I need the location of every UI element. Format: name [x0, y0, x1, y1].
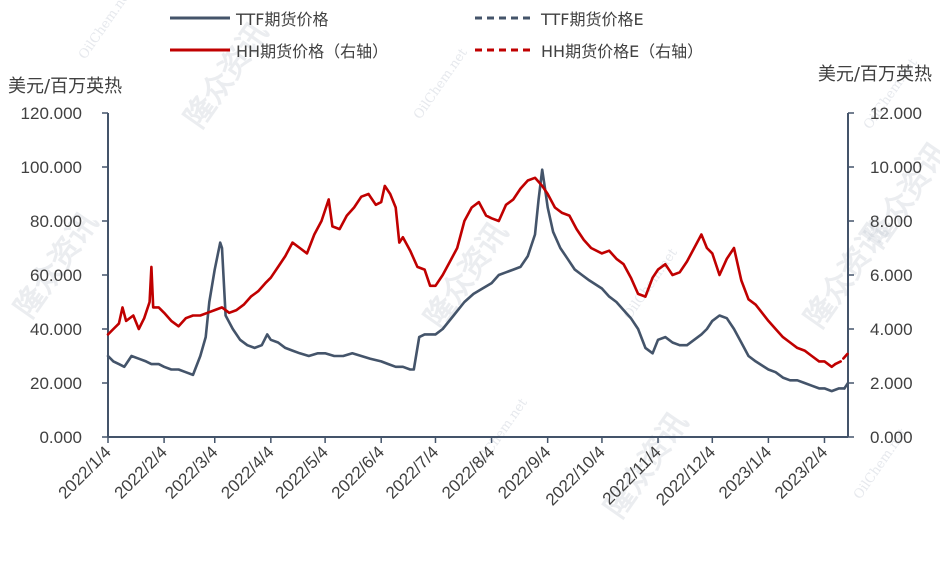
y-left-tick-label: 20.000 — [30, 374, 82, 393]
x-tick-label: 2022/4/4 — [217, 442, 277, 502]
x-tick-label: 2022/6/4 — [328, 442, 388, 502]
y-left-tick-label: 40.000 — [30, 320, 82, 339]
legend-label-ttf: TTF期货价格 — [235, 10, 328, 29]
legend-label-hh: HH期货价格（右轴） — [236, 42, 388, 61]
watermark-brand: 隆众资讯 — [858, 136, 940, 254]
legend: TTF期货价格 TTF期货价格E HH期货价格（右轴） HH期货价格E（右轴） — [170, 10, 703, 61]
watermark-layer: 隆众资讯隆众资讯隆众资讯隆众资讯隆众资讯隆众资讯OilChem.netOilCh… — [8, 0, 940, 525]
legend-label-ttf-e: TTF期货价格E — [540, 10, 644, 29]
watermark-site: OilChem.net — [411, 45, 471, 122]
legend-label-hh-e: HH期货价格E（右轴） — [541, 42, 703, 61]
y-left-tick-label: 80.000 — [30, 212, 82, 231]
y-axis-left-unit: 美元/百万英热 — [8, 76, 122, 97]
y-right-tick-label: 4.000 — [870, 320, 913, 339]
x-tick-label: 2023/1/4 — [715, 442, 775, 502]
x-tick-label: 2022/5/4 — [272, 442, 332, 502]
y-right-tick-label: 0.000 — [870, 428, 913, 447]
y-left-tick-label: 0.000 — [39, 428, 82, 447]
y-right-tick-label: 2.000 — [870, 374, 913, 393]
y-left-tick-label: 60.000 — [30, 266, 82, 285]
y-axis-right-unit: 美元/百万英热 — [818, 64, 932, 85]
y-axis-left-ticks: 0.000 20.000 40.000 60.000 80.000 100.000 120.… — [21, 104, 108, 447]
y-axis-right-ticks: 0.000 2.000 4.000 6.000 8.000 10.000 12.000 — [848, 104, 922, 447]
y-left-tick-label: 100.000 — [21, 158, 82, 177]
x-axis-ticks: 2022/1/42022/2/42022/3/42022/4/42022/5/4… — [55, 437, 831, 509]
series-line-3 — [833, 351, 850, 366]
series-line-2 — [106, 176, 837, 369]
y-right-tick-label: 6.000 — [870, 266, 913, 285]
series-layer — [106, 168, 850, 393]
y-right-tick-label: 12.000 — [870, 104, 922, 123]
x-tick-label: 2022/3/4 — [161, 442, 221, 502]
x-tick-label: 2022/7/4 — [382, 442, 442, 502]
watermark-site: OilChem.net — [76, 0, 136, 62]
x-tick-label: 2022/1/4 — [55, 442, 115, 502]
y-right-tick-label: 10.000 — [870, 158, 922, 177]
series-line-0 — [106, 168, 846, 393]
x-tick-label: 2022/10/4 — [542, 442, 609, 509]
y-left-tick-label: 120.000 — [21, 104, 82, 123]
y-right-tick-label: 8.000 — [870, 212, 913, 231]
watermark-brand: 隆众资讯 — [178, 16, 275, 134]
series-line-1 — [843, 381, 850, 390]
x-tick-label: 2022/2/4 — [111, 442, 171, 502]
x-tick-label: 2023/2/4 — [771, 442, 831, 502]
x-tick-label: 2022/8/4 — [438, 442, 498, 502]
